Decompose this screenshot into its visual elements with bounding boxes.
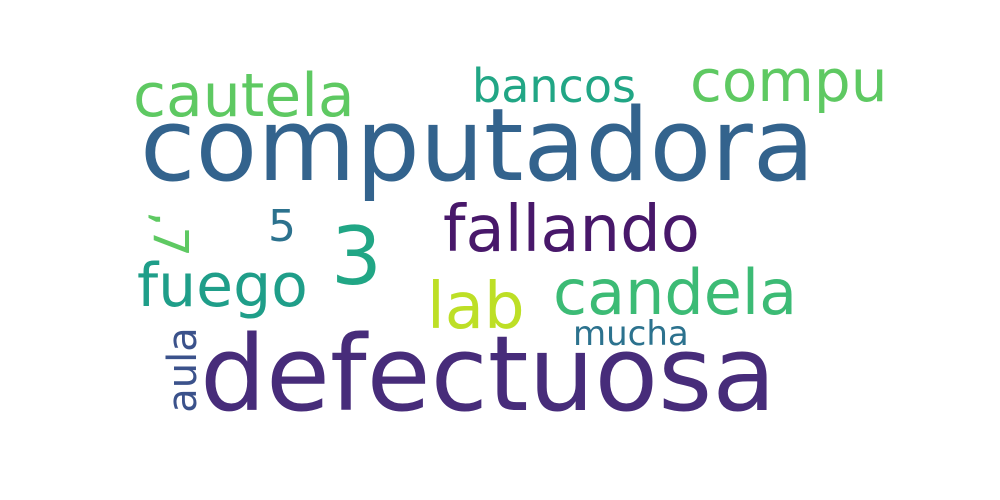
word-fallando: fallando: [443, 193, 700, 267]
word-fuego: fuego: [137, 251, 308, 321]
word-aula: aula: [159, 327, 206, 413]
word-candela: candela: [553, 256, 798, 329]
word-lab: lab: [427, 270, 525, 344]
word-compu: compu: [690, 47, 888, 115]
word-cautela: cautela: [133, 61, 355, 131]
word-mucha: mucha: [573, 314, 689, 354]
word-5: 5: [268, 201, 296, 252]
word-defectuosa: defectuosa: [200, 313, 777, 435]
word-computadora: computadora: [140, 86, 815, 204]
word-bancos: bancos: [472, 59, 636, 113]
word-3: 3: [331, 210, 382, 303]
